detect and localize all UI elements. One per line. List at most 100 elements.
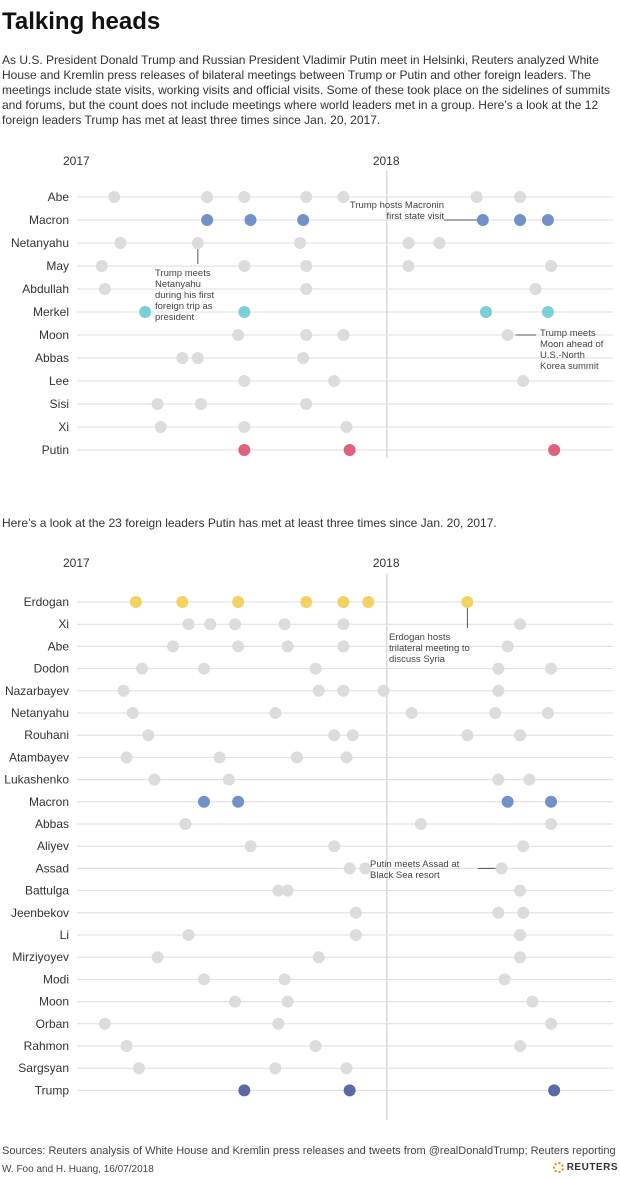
meeting-point-mirziyoyev-3 bbox=[514, 951, 527, 964]
annotation-0: Trump hosts Macronin first state visit bbox=[350, 200, 445, 222]
meeting-point-lee-1 bbox=[238, 375, 251, 387]
annotation-2-line-4: Korea summit bbox=[540, 361, 599, 372]
meeting-point-xi-1 bbox=[154, 421, 167, 433]
meeting-point-atambayev-3 bbox=[290, 751, 303, 764]
page-title: Talking heads bbox=[2, 8, 161, 35]
meeting-point-mirziyoyev-2 bbox=[312, 951, 325, 964]
meeting-point-aliyev-1 bbox=[244, 840, 257, 853]
row-label-lee: Lee bbox=[49, 374, 69, 388]
row-label-dodon: Dodon bbox=[34, 662, 69, 676]
row-label-abe: Abe bbox=[48, 639, 70, 653]
row-label-orban: Orban bbox=[36, 1017, 69, 1031]
meeting-point-lukashenko-4 bbox=[523, 773, 536, 786]
annotation-2-line-2: Moon ahead of bbox=[540, 339, 604, 350]
meeting-point-netanyahu-3 bbox=[294, 237, 307, 249]
meeting-point-putin-1 bbox=[238, 444, 251, 456]
meeting-point-xi-1 bbox=[182, 618, 195, 631]
row-label-netanyahu: Netanyahu bbox=[11, 706, 69, 720]
meeting-point-abe-4 bbox=[337, 640, 350, 653]
meeting-point-xi-2 bbox=[238, 421, 251, 433]
annotation-0-line-2: first state visit bbox=[386, 211, 444, 222]
meeting-point-orban-3 bbox=[545, 1017, 558, 1030]
meeting-point-sargsyan-1 bbox=[132, 1062, 145, 1075]
meeting-point-assad-1 bbox=[343, 862, 356, 875]
meeting-point-moon-3 bbox=[337, 329, 350, 341]
row-label-trump: Trump bbox=[35, 1083, 70, 1097]
meeting-point-xi-3 bbox=[229, 618, 242, 631]
meeting-point-rouhani-3 bbox=[346, 729, 359, 742]
meeting-point-erdogan-5 bbox=[337, 596, 350, 608]
intro-text: As U.S. President Donald Trump and Russi… bbox=[2, 53, 611, 127]
meeting-point-abe-3 bbox=[238, 191, 251, 203]
annotation-0: Erdogan hosts trilateral meeting to discus… bbox=[389, 632, 470, 665]
meeting-point-li-3 bbox=[514, 929, 527, 941]
meeting-point-xi-5 bbox=[337, 618, 350, 631]
row-label-assad: Assad bbox=[36, 861, 69, 875]
row-label-battulga: Battulga bbox=[25, 884, 69, 898]
meeting-point-macron-2 bbox=[244, 214, 257, 226]
meeting-point-macron-3 bbox=[501, 795, 514, 808]
meeting-point-orban-2 bbox=[272, 1017, 285, 1030]
meeting-point-abe-2 bbox=[201, 191, 214, 203]
meeting-point-dodon-2 bbox=[198, 662, 211, 675]
row-label-sargsyan: Sargsyan bbox=[18, 1061, 69, 1075]
row-label-macron: Macron bbox=[29, 795, 69, 809]
meeting-point-modi-1 bbox=[198, 973, 211, 986]
row-label-aliyev: Aliyev bbox=[37, 839, 69, 853]
meeting-point-nazarbayev-2 bbox=[312, 684, 325, 697]
annotation-0-line-2: trilateral meeting to bbox=[389, 643, 470, 654]
meeting-point-trump-2 bbox=[343, 1084, 356, 1097]
meeting-point-netanyahu-3 bbox=[405, 707, 418, 719]
meeting-point-putin-3 bbox=[548, 444, 561, 456]
meeting-point-macron-1 bbox=[198, 795, 211, 808]
meeting-point-abbas-1 bbox=[176, 352, 189, 364]
meeting-point-macron-4 bbox=[545, 795, 558, 808]
meeting-point-netanyahu-4 bbox=[489, 707, 502, 719]
row-label-xi: Xi bbox=[58, 420, 69, 434]
meeting-point-macron-6 bbox=[541, 214, 554, 226]
meeting-point-abe-4 bbox=[300, 191, 313, 203]
meeting-point-xi-4 bbox=[278, 618, 291, 631]
meeting-point-merkel-4 bbox=[541, 306, 554, 318]
meeting-point-orban-1 bbox=[98, 1017, 111, 1030]
meeting-point-erdogan-2 bbox=[176, 596, 189, 608]
row-label-abe: Abe bbox=[48, 190, 70, 204]
row-label-netanyahu: Netanyahu bbox=[11, 236, 69, 250]
meeting-point-modi-3 bbox=[498, 973, 511, 986]
meeting-point-erdogan-4 bbox=[300, 596, 313, 608]
meeting-point-dodon-5 bbox=[545, 662, 558, 675]
meeting-point-moon-2 bbox=[300, 329, 313, 341]
meeting-point-moon-2 bbox=[281, 995, 294, 1008]
meeting-point-netanyahu-1 bbox=[126, 707, 139, 719]
meeting-point-nazarbayev-5 bbox=[492, 684, 505, 697]
year-label-2017: 2017 bbox=[63, 154, 90, 168]
row-label-merkel: Merkel bbox=[33, 305, 69, 319]
row-label-jeenbekov: Jeenbekov bbox=[11, 906, 69, 920]
meeting-point-moon-1 bbox=[232, 329, 245, 341]
row-label-nazarbayev: Nazarbayev bbox=[5, 684, 69, 698]
reuters-logo: REUTERS bbox=[552, 1162, 618, 1173]
annotation-0-line-1: Trump hosts Macronin bbox=[350, 200, 444, 211]
meeting-point-erdogan-7 bbox=[461, 596, 474, 608]
meeting-point-lukashenko-3 bbox=[492, 773, 505, 786]
meeting-point-macron-4 bbox=[476, 214, 489, 226]
meeting-point-li-2 bbox=[349, 929, 362, 941]
meeting-point-xi-6 bbox=[514, 618, 527, 631]
year-label-2018: 2018 bbox=[373, 556, 400, 570]
reuters-logo-icon bbox=[552, 1162, 564, 1173]
meeting-point-merkel-2 bbox=[238, 306, 251, 318]
meeting-point-dodon-4 bbox=[492, 662, 505, 675]
annotation-2-line-3: U.S.-North bbox=[540, 350, 585, 361]
annotation-1-line-1: Putin meets Assad at bbox=[370, 859, 460, 870]
meeting-point-moon-4 bbox=[501, 329, 514, 341]
meeting-point-abe-5 bbox=[501, 640, 514, 653]
meeting-point-may-2 bbox=[238, 260, 251, 272]
meeting-point-nazarbayev-4 bbox=[377, 684, 390, 697]
meeting-point-abbas-3 bbox=[545, 818, 558, 830]
meeting-point-netanyahu-1 bbox=[114, 237, 127, 249]
annotation-0-line-1: Erdogan hosts bbox=[389, 632, 451, 643]
meeting-point-macron-2 bbox=[232, 795, 245, 808]
putin-meetings-chart: 2017 2018 Erdogan Xi Abe Dodon Nazarbayev Netan… bbox=[4, 556, 613, 1120]
meeting-point-abe-6 bbox=[470, 191, 483, 203]
meeting-point-jeenbekov-1 bbox=[349, 906, 362, 919]
